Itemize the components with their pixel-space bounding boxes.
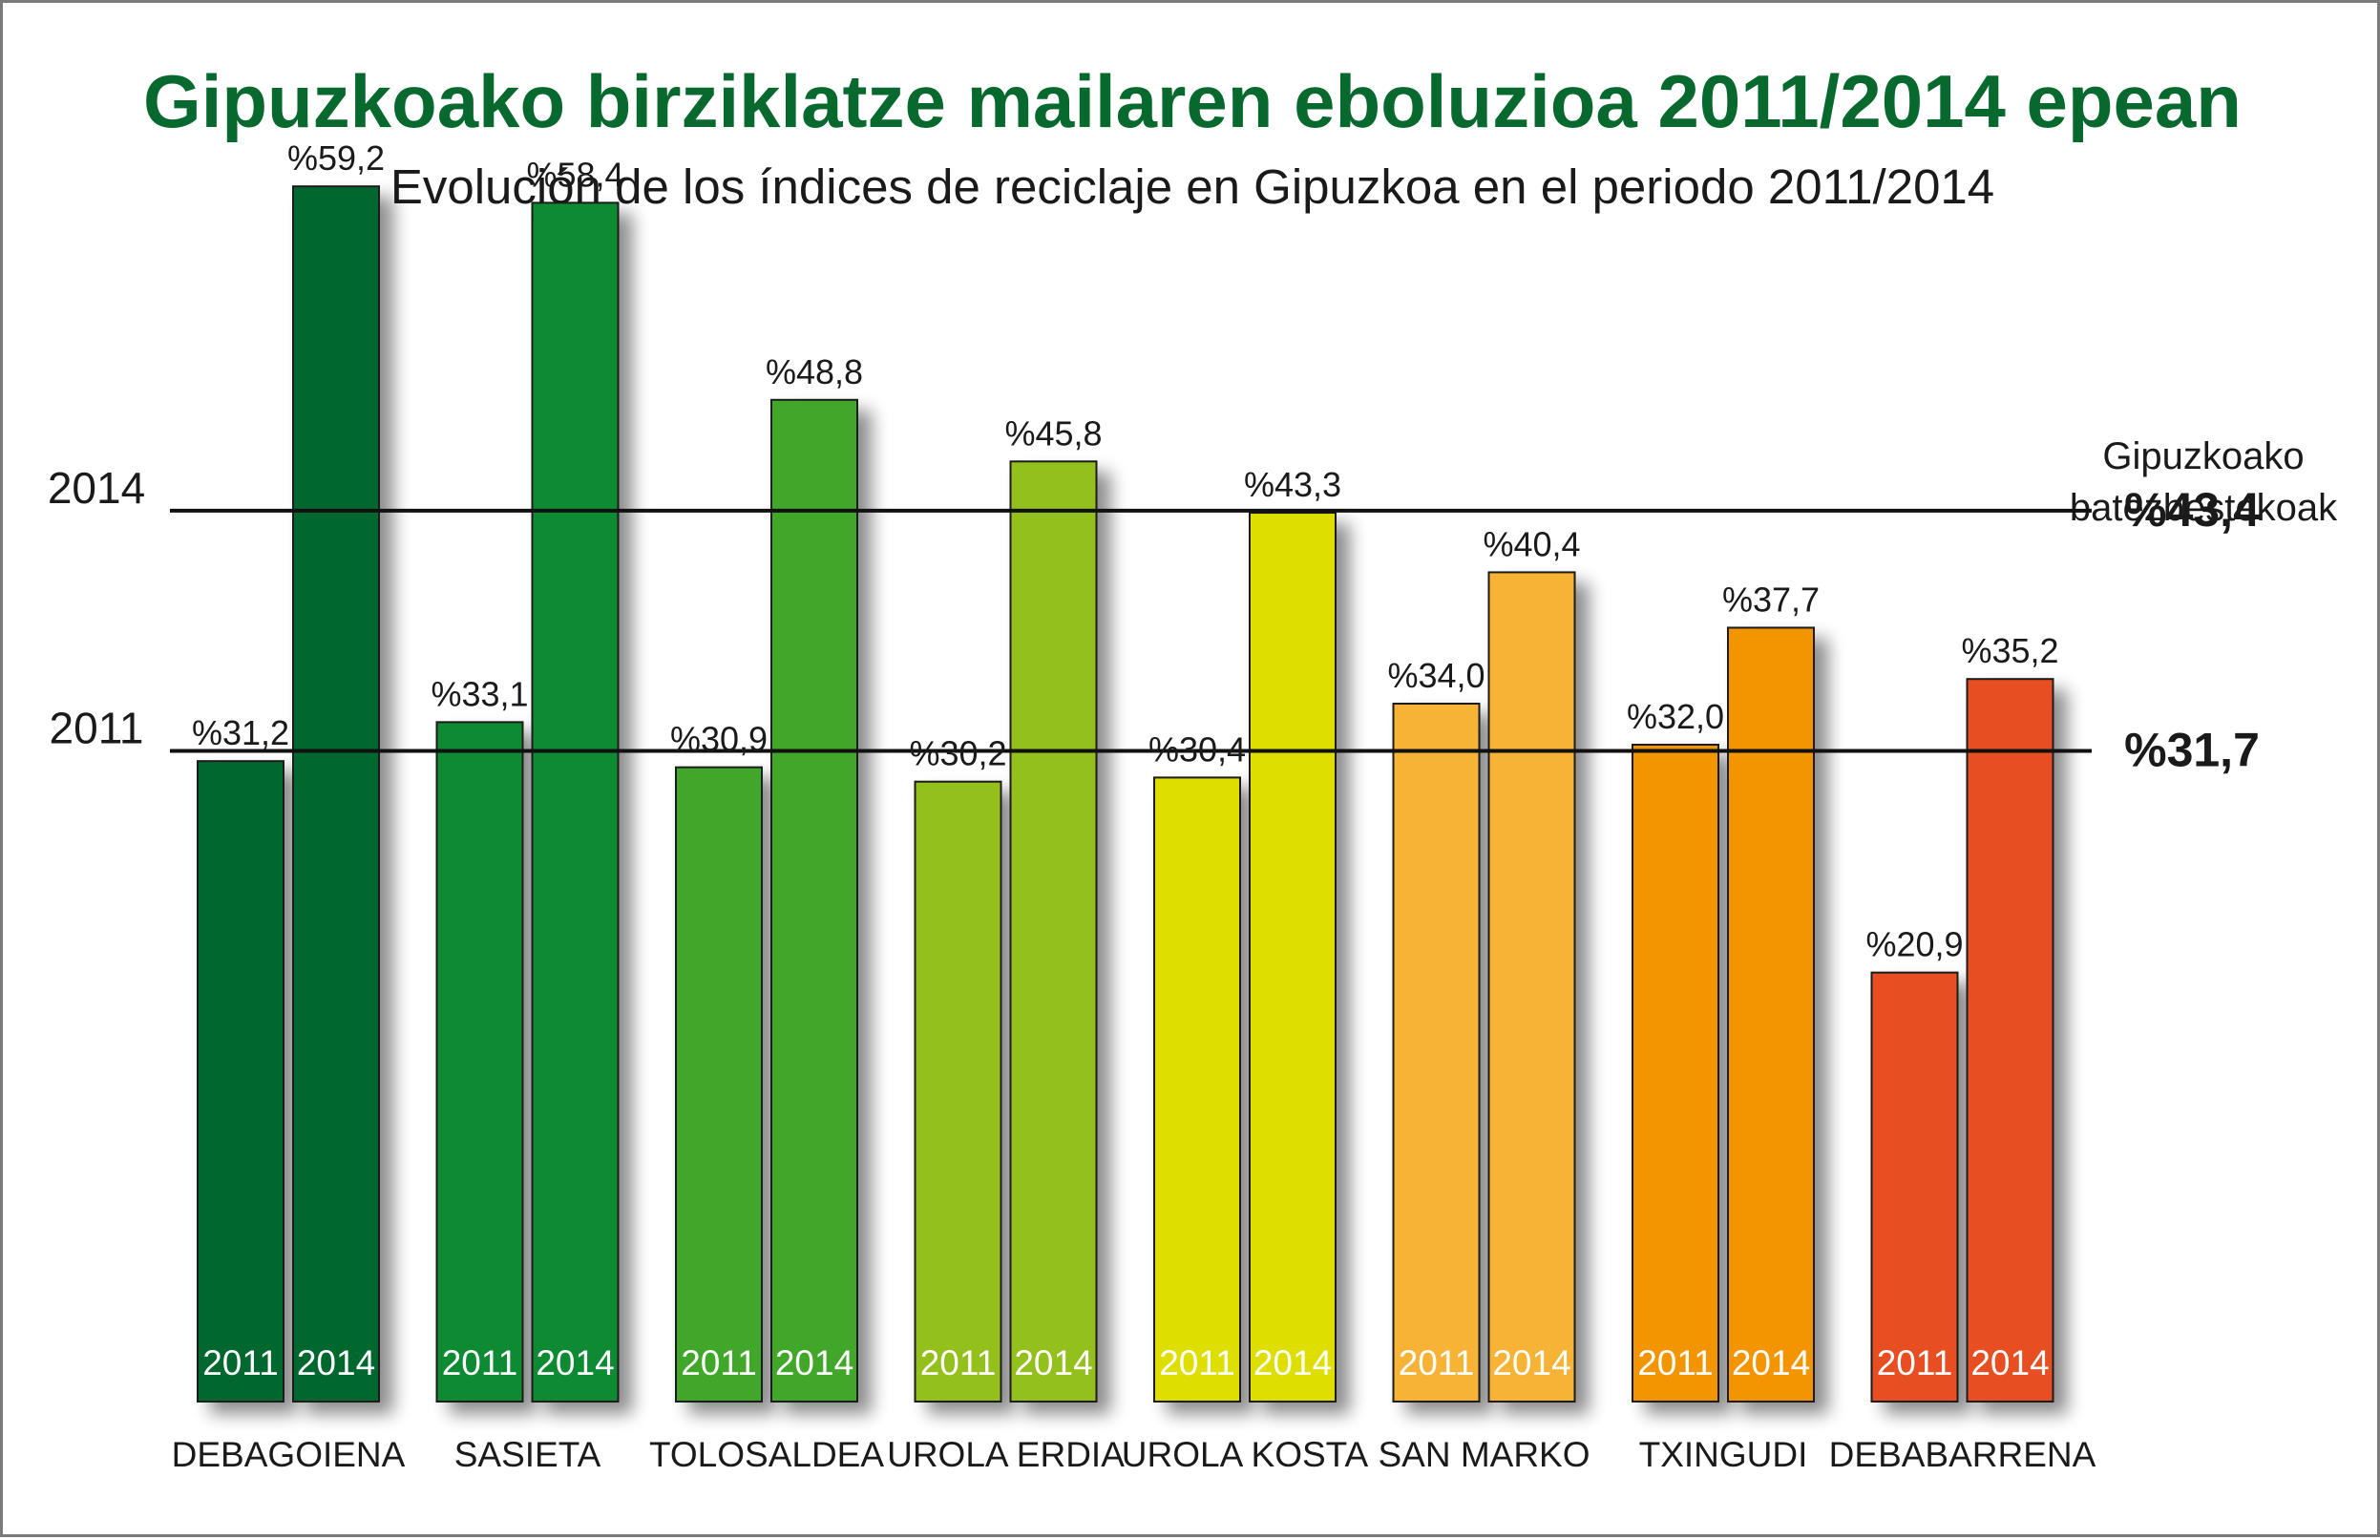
category-label: SAN MARKO: [1378, 1435, 1590, 1474]
bar-year-label: 2014: [1492, 1343, 1570, 1382]
bar-year-label: 2011: [1399, 1343, 1475, 1382]
chart-title: Gipuzkoako birziklatze mailaren eboluzio…: [143, 59, 2242, 143]
bar-chart: Gipuzkoako birziklatze mailaren eboluzio…: [48, 59, 2338, 1474]
data-label: %30,9: [670, 720, 768, 759]
data-label: %20,9: [1865, 925, 1963, 964]
data-label: %40,4: [1483, 524, 1580, 563]
data-label: %33,1: [431, 674, 528, 713]
data-label: %30,2: [909, 734, 1006, 773]
bar-debagoiena-2014: [292, 185, 380, 1403]
bar-year-label: 2011: [202, 1343, 279, 1382]
data-label: %37,7: [1722, 580, 1820, 619]
bar-debabarrena-2011: [1870, 971, 1959, 1403]
bar-urola-kosta-2014: [1249, 512, 1337, 1403]
bar-sasieta-2011: [435, 721, 524, 1403]
data-label: %32,0: [1627, 697, 1724, 736]
category-label: DEBABARRENA: [1829, 1435, 2096, 1474]
data-label: %48,8: [766, 352, 863, 391]
bar-txingudi-2014: [1727, 626, 1815, 1403]
bar-year-label: 2014: [775, 1343, 853, 1382]
reference-year-label: 2014: [48, 463, 145, 513]
reference-value-label: %31,7: [2124, 723, 2260, 776]
bar-san-marko-2014: [1487, 571, 1576, 1403]
bar-year-label: 2011: [1877, 1343, 1953, 1382]
chart-subtitle: Evolución de los índices de reciclaje en…: [390, 159, 1994, 214]
reference-caption-line-2: batezbestekoak: [2070, 487, 2338, 529]
labels-layer: 2011 %31,2 2014 %59,2 DEBAGOIENA 2011 %33,1 201…: [172, 138, 2096, 1474]
category-label: UROLA ERDIA: [887, 1435, 1125, 1474]
bar-urola-kosta-2011: [1153, 776, 1241, 1403]
reference-caption-line-1: Gipuzkoako: [2102, 435, 2304, 477]
bar-tolosaldea-2014: [770, 398, 858, 1403]
bar-year-label: 2014: [297, 1343, 375, 1382]
bar-year-label: 2014: [536, 1343, 614, 1382]
bar-year-label: 2011: [920, 1343, 997, 1382]
bar-urola-erdia-2014: [1009, 460, 1098, 1403]
bar-debagoiena-2011: [197, 760, 284, 1403]
reference-value-label: %43,4: [2124, 483, 2260, 537]
category-label: TXINGUDI: [1639, 1435, 1808, 1474]
data-label: %58,4: [526, 155, 623, 194]
data-label: %30,4: [1148, 729, 1246, 769]
category-label: SASIETA: [454, 1435, 601, 1474]
data-label: %45,8: [1004, 413, 1102, 453]
data-label: %34,0: [1387, 656, 1485, 695]
bar-year-label: 2014: [1970, 1343, 2049, 1382]
bar-sasieta-2014: [531, 201, 620, 1403]
bar-year-label: 2014: [1732, 1343, 1810, 1382]
bar-debabarrena-2014: [1966, 678, 2054, 1403]
data-label: %35,2: [1961, 631, 2058, 670]
bar-year-label: 2014: [1014, 1343, 1092, 1382]
bar-year-label: 2011: [1637, 1343, 1714, 1382]
bar-txingudi-2011: [1632, 744, 1719, 1403]
bar-urola-erdia-2011: [914, 780, 1002, 1403]
bar-san-marko-2011: [1392, 703, 1481, 1403]
category-label: TOLOSALDEA: [649, 1435, 884, 1474]
bar-year-label: 2011: [1159, 1343, 1235, 1382]
bar-tolosaldea-2011: [675, 766, 763, 1403]
reference-lines-layer: 2014 %43,4 2011 %31,7: [48, 463, 2260, 777]
reference-year-label: 2011: [50, 703, 144, 752]
data-label: %31,2: [192, 713, 289, 752]
data-label: %43,3: [1244, 465, 1341, 504]
category-label: UROLA KOSTA: [1122, 1435, 1369, 1474]
category-label: DEBAGOIENA: [172, 1435, 406, 1474]
bars-layer: [197, 185, 2054, 1403]
bar-year-label: 2011: [681, 1343, 757, 1382]
bar-year-label: 2011: [442, 1343, 518, 1382]
data-label: %59,2: [287, 138, 385, 178]
bar-year-label: 2014: [1253, 1343, 1332, 1382]
